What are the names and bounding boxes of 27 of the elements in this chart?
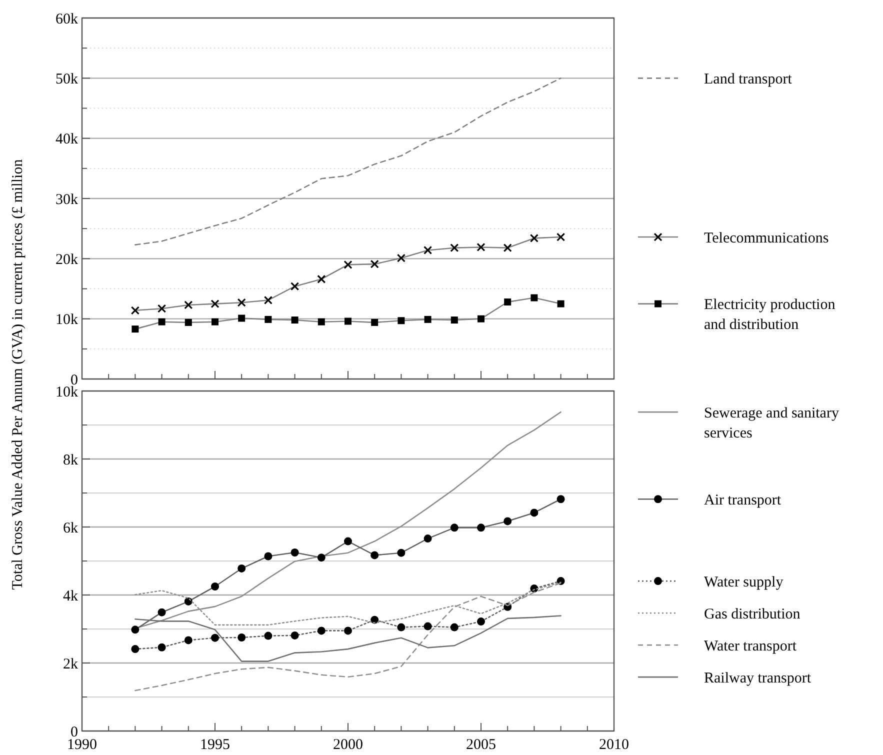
legend-label: Sewerage and sanitary services [704, 405, 840, 442]
x-tick-label: 1995 [200, 737, 230, 753]
y-tick-label: 30k [56, 192, 78, 208]
y-tick-label: 50k [56, 71, 78, 88]
y-tick-label: 60k [56, 11, 78, 28]
line-series [134, 615, 562, 662]
x-tick-label: 2010 [599, 737, 629, 753]
legend-label: Railway transport [704, 670, 812, 686]
y-tick-label: 8k [63, 452, 78, 468]
legend-label: Water transport [704, 638, 798, 654]
y-axis-title: Total Gross Value Added Per Annum (GVA) in current prices (£ million [10, 158, 26, 590]
legend-label: Gas distribution [704, 606, 801, 622]
x-tick-label: 2005 [466, 737, 496, 753]
legend-label: Electricity production and distribution [704, 297, 836, 334]
line-series [134, 78, 562, 246]
y-tick-label: 4k [63, 588, 78, 604]
y-tick-label: 40k [56, 132, 78, 148]
legend-label: Air transport [704, 492, 782, 508]
y-tick-label: 6k [63, 520, 78, 536]
legend-label: Land transport [704, 71, 793, 88]
y-tick-label: 2k [63, 656, 78, 672]
legend-label: Water supply [704, 574, 784, 590]
y-tick-label: 10k [56, 312, 78, 328]
y-tick-label: 20k [56, 252, 78, 268]
y-tick-label: 10k [56, 384, 78, 400]
x-tick-label: 2000 [333, 737, 363, 753]
legend-label: Telecommunications [704, 230, 829, 246]
